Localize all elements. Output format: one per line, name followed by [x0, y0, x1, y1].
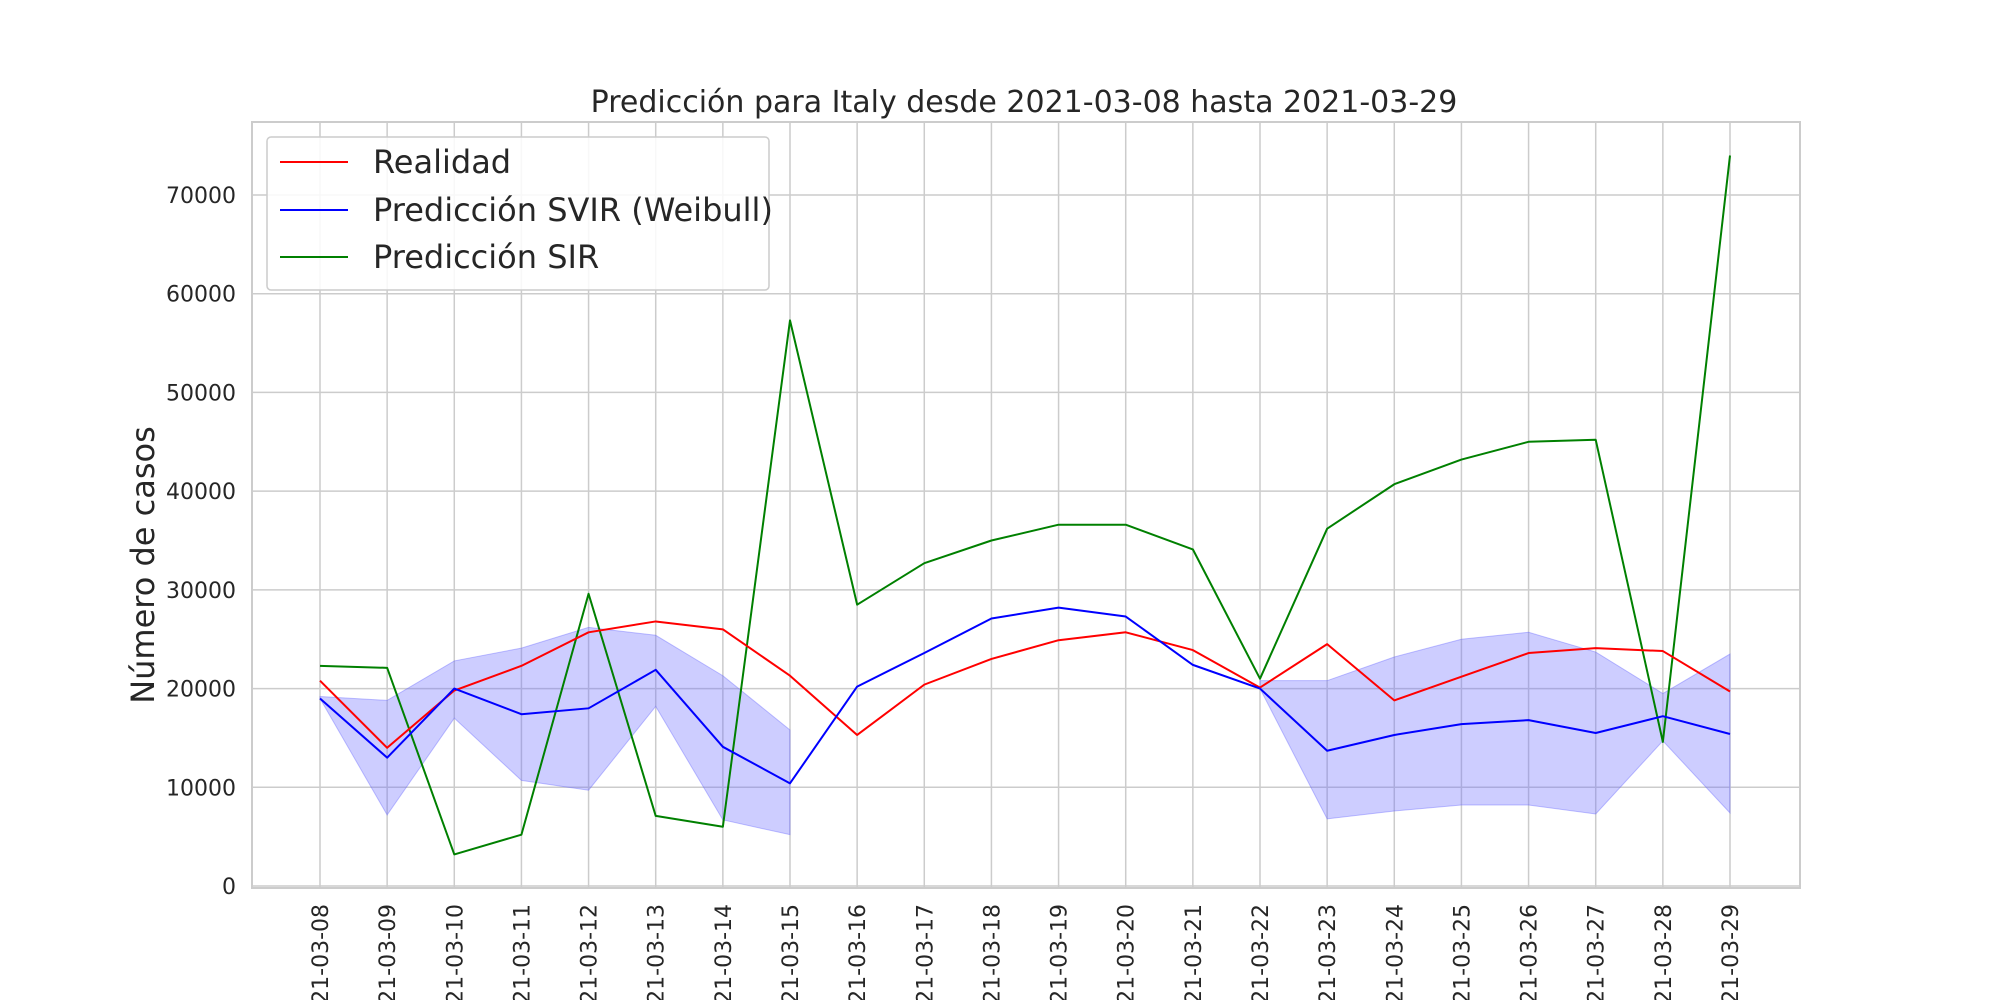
x-tick-label: 21-03-22 [1249, 904, 1274, 1000]
x-tick-label: 21-03-16 [846, 904, 871, 1000]
x-tick-label: 21-03-23 [1316, 904, 1341, 1000]
series-line-1 [319, 606, 1731, 785]
y-tick-label: 50000 [166, 381, 236, 406]
x-tick-label: 21-03-17 [913, 904, 938, 1000]
x-tick-labels: 21-03-08 21-03-09 21-03-10 21-03-11 21-03-12… [309, 904, 1744, 1000]
x-tick-label: 21-03-08 [309, 904, 334, 1000]
x-tick-label: 21-03-24 [1383, 904, 1408, 1000]
x-tick-label: 21-03-09 [376, 904, 401, 1000]
series-line-0 [319, 620, 1731, 749]
confidence-band [319, 626, 791, 836]
confidence-bands [319, 626, 1731, 836]
x-tick-label: 21-03-10 [443, 904, 468, 1000]
x-tick-label: 21-03-15 [779, 904, 804, 1000]
x-tick-label: 21-03-14 [712, 904, 737, 1000]
x-tick-label: 21-03-27 [1585, 904, 1610, 1000]
x-tick-label: 21-03-13 [645, 904, 670, 1000]
x-tick-label: 21-03-28 [1652, 904, 1677, 1000]
x-tick-label: 21-03-19 [1048, 904, 1073, 1000]
chart-title: Predicción para Italy desde 2021-03-08 h… [591, 85, 1458, 120]
legend-label-realidad: Realidad [373, 143, 511, 181]
x-tick-label: 21-03-11 [510, 904, 535, 1000]
x-tick-label: 21-03-20 [1115, 904, 1140, 1000]
legend: Realidad Predicción SVIR (Weibull) Predi… [266, 136, 773, 291]
y-tick-labels: 0 10000 20000 30000 40000 50000 60000 70000 [166, 184, 236, 900]
y-tick-label: 40000 [166, 480, 236, 505]
y-tick-label: 20000 [166, 678, 236, 703]
y-tick-label: 10000 [166, 776, 236, 801]
x-tick-label: 21-03-21 [1182, 904, 1207, 1000]
x-tick-label: 21-03-25 [1450, 904, 1475, 1000]
x-tick-label: 21-03-18 [980, 904, 1005, 1000]
series-line-2 [319, 155, 1731, 856]
legend-label-svir: Predicción SVIR (Weibull) [373, 191, 773, 229]
x-tick-label: 21-03-12 [578, 904, 603, 1000]
plot-frame [251, 121, 1801, 889]
confidence-band [1259, 631, 1731, 820]
y-tick-label: 30000 [166, 579, 236, 604]
y-tick-label: 0 [222, 875, 236, 900]
legend-label-sir: Predicción SIR [373, 238, 599, 276]
y-tick-label: 70000 [166, 184, 236, 209]
series-lines [319, 155, 1731, 856]
x-tick-label: 21-03-29 [1719, 904, 1744, 1000]
legend-box [266, 136, 770, 291]
y-tick-label: 60000 [166, 283, 236, 308]
x-tick-label: 21-03-26 [1518, 904, 1543, 1000]
y-axis-label: Número de casos [124, 426, 162, 704]
